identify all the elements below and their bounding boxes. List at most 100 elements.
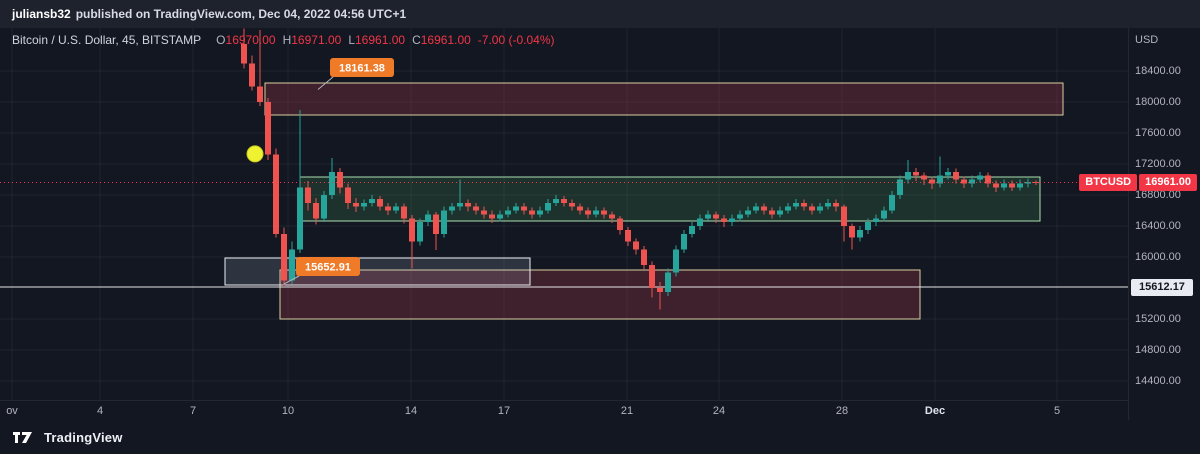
candle-body [881, 210, 887, 219]
candle-body [593, 210, 599, 215]
price-tick-label: 14400.00 [1135, 375, 1181, 387]
price-axis[interactable]: USD 18400.00 18000.00 17600.00 17200.00 1680… [1128, 28, 1200, 420]
candle-body [337, 171, 343, 188]
circle-annotation[interactable] [246, 145, 264, 163]
mid-range-zone-rect[interactable] [299, 176, 1041, 222]
currency-toggle[interactable]: USD [1135, 34, 1159, 46]
candle-body [393, 206, 399, 211]
candle-body [937, 175, 943, 184]
candle-body [577, 206, 583, 211]
price-tick-label: 18400.00 [1135, 65, 1181, 77]
time-tick-label: 24 [712, 405, 726, 417]
price-callout[interactable]: 18161.38 [317, 58, 394, 90]
candle-body [425, 214, 431, 223]
brand-name[interactable]: TradingView [44, 429, 123, 445]
candle-body [761, 206, 767, 211]
time-tick-label: 4 [96, 405, 104, 417]
callout-box[interactable] [296, 257, 360, 276]
candle-body [273, 154, 279, 234]
ohlc-number: 16970.00 [225, 33, 276, 47]
price-tick-label: 16400.00 [1135, 220, 1181, 232]
candle-body [481, 210, 487, 215]
time-tick-label: 28 [835, 405, 849, 417]
last-price-badge-value: 16961.00 [1139, 173, 1197, 191]
gray-demand-zone-rect[interactable] [224, 257, 531, 286]
candle-body [665, 272, 671, 292]
candle-body [385, 206, 391, 211]
candle-body [377, 198, 383, 207]
time-tick-label: Dec [924, 405, 946, 417]
candle-body [633, 241, 639, 250]
candle-body [969, 179, 975, 184]
time-tick-label: 10 [281, 405, 295, 417]
time-tick-label: ov [6, 405, 18, 417]
candle-body [993, 183, 999, 188]
candle-body [569, 202, 575, 207]
candle-body [305, 187, 311, 203]
candle-body [657, 288, 663, 292]
time-axis[interactable]: ov 4 7 10 14 17 21 24 28 Dec 5 [0, 400, 1128, 421]
candle-body [921, 175, 927, 180]
price-tick-label: 15200.00 [1135, 313, 1181, 325]
candle-body [697, 218, 703, 226]
ohlc-letter: L [348, 33, 355, 47]
candle-body [929, 179, 935, 184]
candle-body [449, 206, 455, 211]
candle-body [777, 210, 783, 215]
candle-body [673, 249, 679, 273]
candle-body [945, 171, 951, 176]
candle-body [705, 214, 711, 219]
ohlc-number: 16961.00 [355, 33, 406, 47]
candle-body [1017, 183, 1023, 188]
candle-body [985, 175, 991, 184]
candle-body [737, 214, 743, 219]
ohlc-number: 16961.00 [420, 33, 471, 47]
last-price-badge-symbol: BTCUSD [1079, 173, 1138, 191]
candle-body [457, 202, 463, 207]
candle-body [465, 202, 471, 207]
candle-body [361, 202, 367, 207]
callout-box[interactable] [330, 58, 394, 77]
ohlc-number: 16971.00 [291, 33, 342, 47]
candle-body [849, 226, 855, 238]
candlestick-series [241, 28, 1039, 310]
tradingview-logo[interactable] [12, 429, 36, 445]
symbol-legend[interactable]: Bitcoin / U.S. Dollar, 45, BITSTAMP O169… [12, 33, 555, 47]
symbol-title[interactable]: Bitcoin / U.S. Dollar, 45, BITSTAMP [12, 33, 202, 47]
candle-body [553, 198, 559, 203]
lower-supply-zone-rect[interactable] [279, 269, 921, 320]
candle-body [257, 86, 263, 102]
candle-body [601, 210, 607, 215]
candle-body [961, 179, 967, 184]
candle-body [353, 202, 359, 207]
price-callout[interactable]: 15652.91 [283, 257, 360, 285]
candle-body [321, 195, 327, 219]
candle-body [769, 210, 775, 215]
candle-body [833, 202, 839, 207]
candle-body [441, 210, 447, 234]
candle-body [345, 187, 351, 203]
time-tick-label: 17 [497, 405, 511, 417]
candle-body [521, 206, 527, 211]
upper-supply-zone-rect[interactable] [264, 82, 1064, 116]
candle-body [857, 229, 863, 238]
candle-body [401, 206, 407, 219]
ohlc-letter: O [216, 33, 226, 47]
candle-body [497, 214, 503, 219]
change-value: -7.00 (-0.04%) [477, 33, 555, 47]
candle-body [369, 198, 375, 203]
candle-body [513, 206, 519, 211]
candle-body [785, 206, 791, 211]
candle-body [913, 171, 919, 176]
ohlc-letter: H [282, 33, 292, 47]
candle-body [753, 206, 759, 211]
candle-body [433, 214, 439, 234]
candle-body [865, 222, 871, 230]
candle-body [641, 249, 647, 265]
candle-body [745, 210, 751, 215]
candle-body [1001, 183, 1007, 188]
candle-body [249, 63, 255, 87]
candle-body [241, 43, 247, 64]
price-tick-label: 17200.00 [1135, 158, 1181, 170]
